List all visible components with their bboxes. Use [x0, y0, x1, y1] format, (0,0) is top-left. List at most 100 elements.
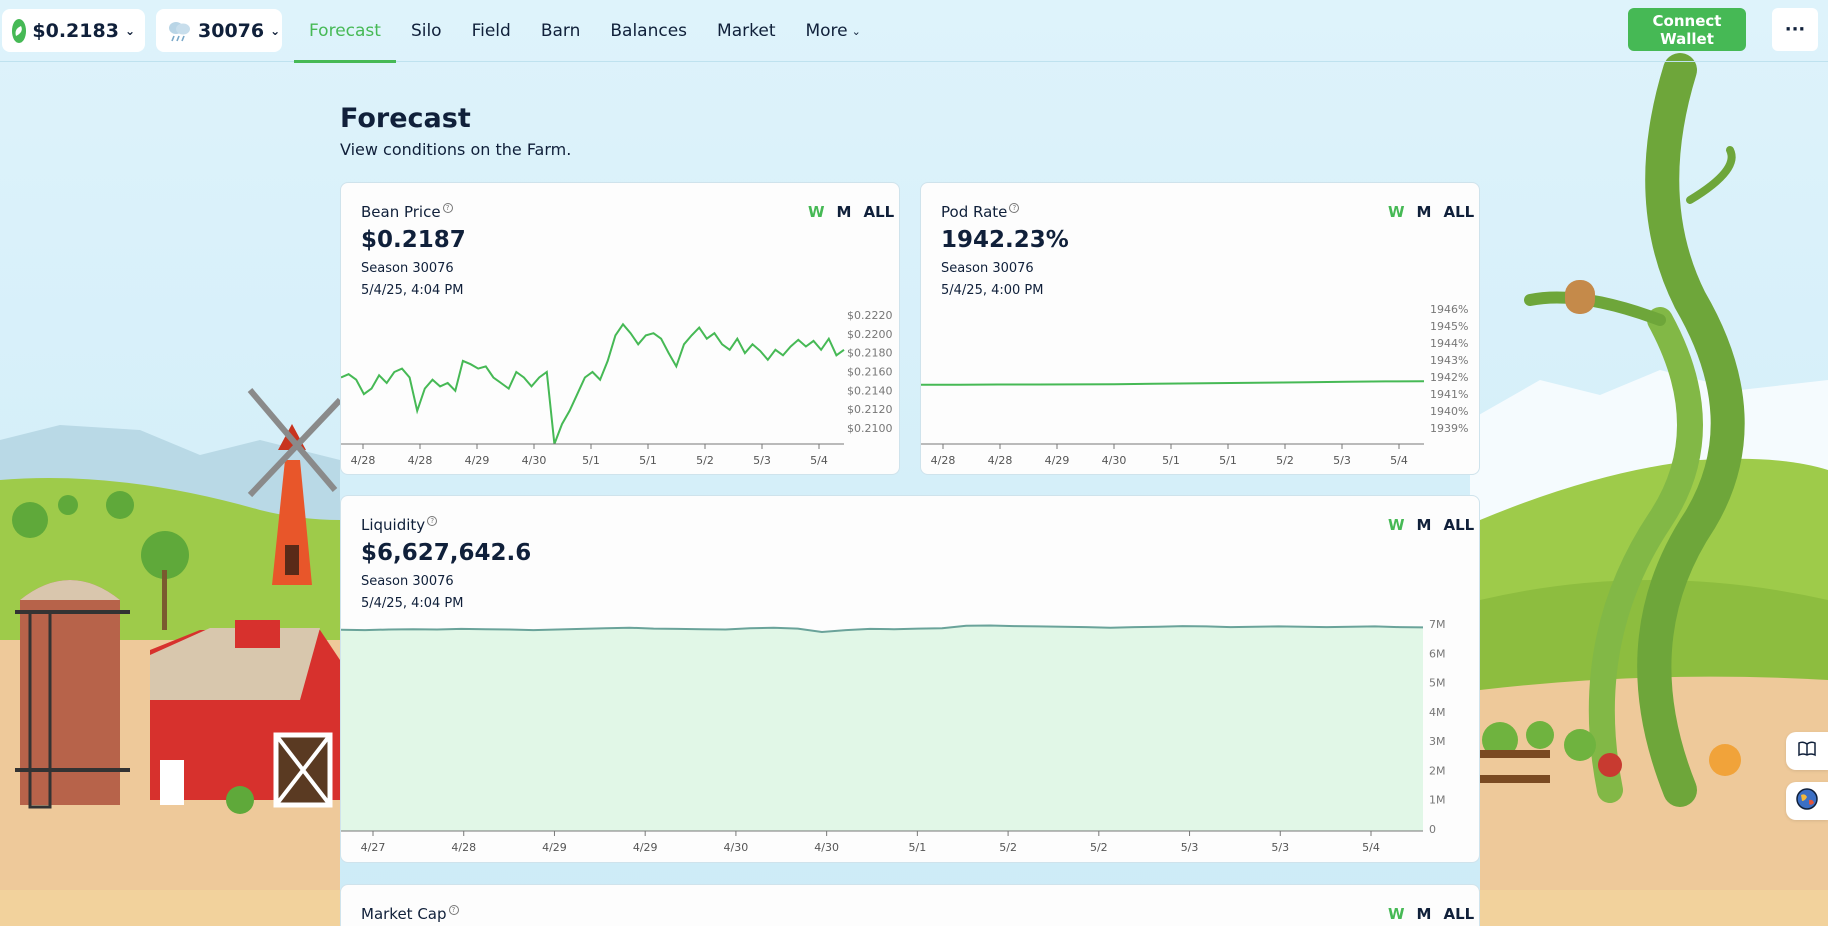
timeframe-all[interactable]: ALL [1443, 905, 1475, 923]
season-pill[interactable]: 30076 ⌄ [156, 9, 282, 52]
timeframe-month[interactable]: M [1416, 203, 1432, 221]
page-subtitle: View conditions on the Farm. [340, 140, 572, 159]
x-tick-label: 4/28 [351, 454, 376, 467]
card-season: Season 30076 [361, 261, 454, 276]
x-tick-label: 5/2 [1090, 841, 1108, 854]
y-tick-label: 4M [1429, 706, 1446, 719]
y-tick-label: $0.2120 [847, 403, 893, 416]
docs-book-button[interactable] [1786, 732, 1828, 770]
x-tick-label: 5/1 [582, 454, 600, 467]
pod-rate-chart[interactable]: 4/28 4/28 4/29 4/30 5/1 5/1 5/2 5/3 5/4 1946% 1945… [921, 183, 1480, 475]
help-icon[interactable]: ? [1009, 203, 1020, 213]
x-tick-label: 5/2 [696, 454, 714, 467]
y-tick-label: $0.2180 [847, 347, 893, 360]
x-tick-label: 4/29 [465, 454, 490, 467]
language-globe-button[interactable] [1786, 782, 1828, 820]
timeframe-selector: W M ALL [1388, 905, 1474, 923]
x-tick-label: 4/30 [814, 841, 839, 854]
x-tick-label: 5/1 [909, 841, 927, 854]
nav-barn[interactable]: Barn [540, 21, 581, 41]
liquidity-area-fill [341, 625, 1423, 831]
x-tick-label: 5/4 [1362, 841, 1380, 854]
timeframe-selector: W M ALL [808, 203, 894, 221]
season-value: 30076 [198, 19, 265, 42]
y-tick-label: 7M [1429, 618, 1446, 631]
y-tick-label: 1M [1429, 794, 1446, 807]
card-timestamp: 5/4/25, 4:04 PM [361, 596, 464, 611]
y-tick-label: 1944% [1430, 337, 1468, 350]
bean-price-value: $0.2183 [32, 19, 119, 42]
chevron-down-icon: ⌄ [270, 23, 281, 38]
x-tick-label: 5/1 [1219, 454, 1237, 467]
liquidity-value: $6,627,642.6 [361, 540, 532, 566]
card-season: Season 30076 [941, 261, 1034, 276]
bean-logo-icon [12, 18, 27, 43]
bean-price-pill[interactable]: $0.2183 ⌄ [2, 9, 145, 52]
y-tick-label: $0.2140 [847, 384, 893, 397]
card-timestamp: 5/4/25, 4:04 PM [361, 283, 464, 298]
main-nav: Forecast Silo Field Barn Balances Market… [294, 0, 876, 63]
nav-field[interactable]: Field [471, 21, 511, 41]
pod-rate-value: 1942.23% [941, 227, 1069, 253]
x-tick-label: 4/30 [522, 454, 547, 467]
timeframe-week[interactable]: W [808, 203, 825, 221]
timeframe-week[interactable]: W [1388, 905, 1405, 923]
x-tick-label: 5/1 [1162, 454, 1180, 467]
timeframe-week[interactable]: W [1388, 516, 1405, 534]
rain-cloud-icon [166, 19, 192, 43]
x-tick-label: 4/30 [1102, 454, 1127, 467]
liquidity-chart[interactable]: 4/27 4/28 4/29 4/29 4/30 4/30 5/1 5/2 5/2 5/3 5/3 5… [341, 496, 1480, 863]
help-icon[interactable]: ? [448, 905, 459, 915]
y-tick-label: 1946% [1430, 303, 1468, 316]
card-label: Liquidity? [361, 516, 438, 534]
card-timestamp: 5/4/25, 4:00 PM [941, 283, 1044, 298]
timeframe-all[interactable]: ALL [1443, 516, 1475, 534]
y-tick-label: 1945% [1430, 320, 1468, 333]
x-tick-label: 4/28 [931, 454, 956, 467]
nav-market[interactable]: Market [717, 21, 776, 41]
x-tick-label: 5/3 [753, 454, 771, 467]
x-tick-label: 5/2 [1276, 454, 1294, 467]
y-tick-label: 1940% [1430, 405, 1468, 418]
x-tick-label: 4/27 [361, 841, 386, 854]
timeframe-all[interactable]: ALL [1443, 203, 1475, 221]
globe-icon [1795, 787, 1819, 815]
top-navigation-bar: $0.2183 ⌄ 30076 ⌄ Forecast Silo Field Ba… [0, 0, 1828, 63]
timeframe-selector: W M ALL [1388, 203, 1474, 221]
x-tick-label: 4/28 [408, 454, 433, 467]
card-label: Bean Price? [361, 203, 453, 221]
timeframe-all[interactable]: ALL [863, 203, 895, 221]
x-tick-label: 5/4 [1390, 454, 1408, 467]
y-tick-label: $0.2160 [847, 366, 893, 379]
liquidity-card: Liquidity? $6,627,642.6 Season 30076 5/4… [340, 495, 1480, 863]
x-tick-label: 4/28 [451, 841, 476, 854]
y-tick-label: 1941% [1430, 388, 1468, 401]
timeframe-selector: W M ALL [1388, 516, 1474, 534]
nav-more[interactable]: More ⌄ [805, 21, 861, 41]
bean-price-chart[interactable]: 4/28 4/28 4/29 4/30 5/1 5/1 5/2 5/3 5/4 $0.2220 $0… [341, 183, 900, 475]
help-icon[interactable]: ? [442, 203, 453, 213]
timeframe-month[interactable]: M [836, 203, 852, 221]
y-tick-label: $0.2200 [847, 328, 893, 341]
x-tick-label: 4/30 [724, 841, 749, 854]
y-tick-label: $0.2220 [847, 309, 893, 322]
bean-price-value: $0.2187 [361, 227, 466, 253]
nav-balances[interactable]: Balances [610, 21, 688, 41]
nav-silo[interactable]: Silo [410, 21, 442, 41]
market-cap-card: Market Cap? W M ALL [340, 884, 1480, 926]
timeframe-month[interactable]: M [1416, 516, 1432, 534]
help-icon[interactable]: ? [427, 516, 438, 526]
y-tick-label: 1939% [1430, 422, 1468, 435]
y-tick-label: 5M [1429, 677, 1446, 690]
nav-forecast[interactable]: Forecast [294, 0, 396, 63]
timeframe-week[interactable]: W [1388, 203, 1405, 221]
y-tick-label: 6M [1429, 647, 1446, 660]
timeframe-month[interactable]: M [1416, 905, 1432, 923]
bean-price-card: Bean Price? $0.2187 Season 30076 5/4/25,… [340, 182, 900, 475]
x-tick-label: 5/3 [1271, 841, 1289, 854]
more-options-button[interactable]: ··· [1772, 8, 1818, 51]
series-line [341, 624, 1424, 634]
connect-wallet-button[interactable]: Connect Wallet [1628, 8, 1746, 51]
card-label: Pod Rate? [941, 203, 1020, 221]
